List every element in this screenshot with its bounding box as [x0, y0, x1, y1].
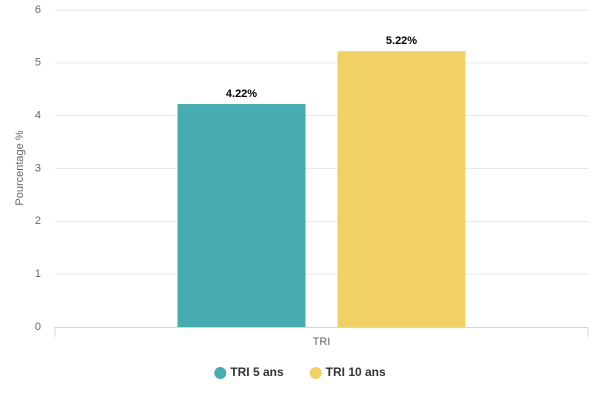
bar	[177, 104, 306, 327]
value-label: 5.22%	[386, 35, 417, 47]
x-tick-label: TRI	[313, 336, 331, 348]
legend-marker	[309, 367, 322, 379]
y-tick-label: 5	[35, 57, 41, 69]
legend-label: TRI 5 ans	[230, 365, 284, 379]
y-tick-label: 1	[35, 268, 41, 280]
y-axis-label: Pourcentage %	[14, 130, 26, 205]
legend: TRI 5 ans TRI 10 ans	[214, 365, 386, 379]
y-tick-label: 6	[35, 4, 41, 16]
y-tick-label: 3	[35, 162, 41, 174]
y-tick-label: 4	[35, 110, 41, 122]
legend-marker	[214, 367, 227, 379]
y-tick-label: 2	[35, 215, 41, 227]
y-tick-label: 0	[35, 321, 41, 333]
value-label: 4.22%	[226, 88, 257, 100]
legend-label: TRI 10 ans	[326, 365, 386, 379]
bar	[337, 51, 466, 328]
